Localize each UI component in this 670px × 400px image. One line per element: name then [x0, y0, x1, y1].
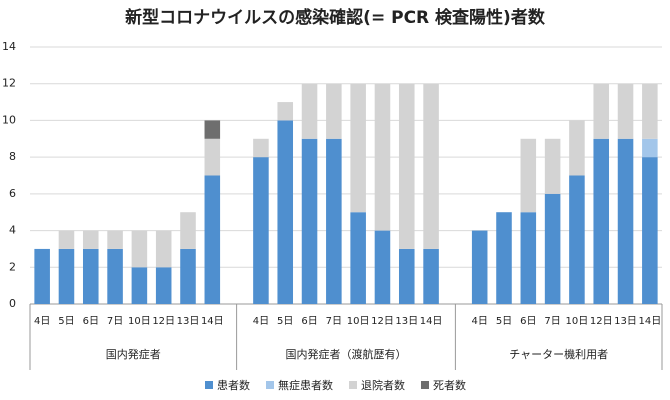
- bar-segment: [131, 267, 148, 304]
- x-tick-label: 5日: [496, 316, 512, 327]
- y-tick-label: 4: [9, 224, 16, 237]
- x-tick-label: 7日: [107, 316, 123, 327]
- legend-swatch: [205, 381, 213, 389]
- bar-segment: [642, 138, 658, 158]
- group-label: チャーター機利用者: [509, 347, 608, 361]
- legend-label: 患者数: [217, 379, 250, 392]
- bar-segment: [642, 83, 658, 139]
- x-tick-label: 7日: [326, 316, 342, 327]
- x-tick-label: 13日: [395, 316, 418, 327]
- bar-segment: [374, 230, 391, 304]
- bar-segment: [155, 230, 172, 268]
- group-label: 国内発症者: [106, 347, 161, 361]
- bar-segment: [326, 138, 342, 304]
- x-tick-label: 10日: [128, 316, 151, 327]
- x-tick-label: 6日: [301, 316, 317, 327]
- bar-segment: [520, 138, 537, 213]
- bar-segment: [593, 138, 610, 304]
- x-tick-label: 4日: [472, 316, 488, 327]
- bar-segment: [423, 248, 439, 304]
- bar-segment: [326, 83, 342, 139]
- x-tick-label: 5日: [58, 316, 74, 327]
- bar-segment: [204, 120, 221, 139]
- bar-segment: [107, 230, 123, 249]
- x-tick-label: 14日: [420, 316, 443, 327]
- legend-label: 無症患者数: [278, 378, 333, 392]
- bar-segment: [180, 212, 196, 249]
- bar-segment: [423, 83, 439, 249]
- bar-segment: [253, 138, 269, 158]
- x-tick-label: 10日: [566, 316, 589, 327]
- bar-segment: [593, 83, 610, 139]
- bar-segment: [569, 120, 585, 176]
- bar-segment: [617, 138, 634, 304]
- x-tick-label: 5日: [277, 316, 293, 327]
- x-tick-label: 14日: [201, 316, 224, 327]
- y-tick-label: 8: [9, 150, 16, 163]
- bar-segment: [569, 175, 585, 304]
- bar-segment: [398, 248, 415, 304]
- bar-segment: [107, 248, 123, 304]
- legend-swatch: [349, 381, 357, 389]
- legend-swatch: [266, 381, 274, 389]
- bar-segment: [277, 120, 294, 304]
- bar-segment: [496, 212, 512, 304]
- x-tick-label: 6日: [520, 316, 536, 327]
- bar-segment: [350, 83, 366, 213]
- bar-segment: [82, 230, 99, 249]
- bar-segment: [544, 193, 561, 304]
- bar-segment: [204, 138, 221, 176]
- x-tick-label: 12日: [371, 316, 394, 327]
- x-tick-label: 4日: [253, 316, 269, 327]
- bar-segment: [180, 248, 196, 304]
- bar-segment: [253, 157, 269, 304]
- bar-segment: [34, 248, 50, 304]
- chart-title: 新型コロナウイルスの感染確認(= PCR 検査陽性)者数: [125, 7, 546, 28]
- x-tick-label: 12日: [152, 316, 175, 327]
- y-tick-label: 12: [2, 77, 16, 90]
- y-tick-label: 2: [9, 260, 16, 273]
- bar-segment: [301, 138, 318, 304]
- bar-segment: [617, 83, 634, 139]
- x-tick-label: 13日: [177, 316, 200, 327]
- legend-label: 退院者数: [361, 378, 405, 392]
- x-tick-label: 7日: [544, 316, 560, 327]
- x-tick-label: 14日: [638, 316, 661, 327]
- bar-segment: [82, 248, 99, 304]
- x-tick-label: 4日: [34, 316, 50, 327]
- y-tick-label: 0: [9, 297, 16, 310]
- legend-label: 死者数: [433, 379, 466, 392]
- bar-segment: [350, 212, 366, 304]
- bar-segment: [131, 230, 148, 268]
- x-tick-label: 13日: [614, 316, 637, 327]
- bar-segment: [398, 83, 415, 249]
- bar-segment: [544, 138, 561, 194]
- y-tick-label: 6: [9, 187, 16, 200]
- group-label: 国内発症者（渡航歴有）: [286, 347, 407, 361]
- x-tick-label: 6日: [83, 316, 99, 327]
- bar-segment: [204, 175, 221, 304]
- x-tick-label: 12日: [590, 316, 613, 327]
- bar-segment: [155, 267, 172, 304]
- bar-segment: [58, 230, 75, 249]
- y-tick-label: 14: [2, 40, 16, 53]
- bar-segment: [471, 230, 488, 304]
- bar-segment: [520, 212, 537, 304]
- x-tick-label: 10日: [347, 316, 370, 327]
- legend-swatch: [421, 381, 429, 389]
- bar-segment: [642, 157, 658, 304]
- bar-segment: [301, 83, 318, 139]
- y-tick-label: 10: [2, 113, 16, 126]
- bar-segment: [58, 248, 75, 304]
- bar-segment: [374, 83, 391, 231]
- bar-segment: [277, 102, 294, 121]
